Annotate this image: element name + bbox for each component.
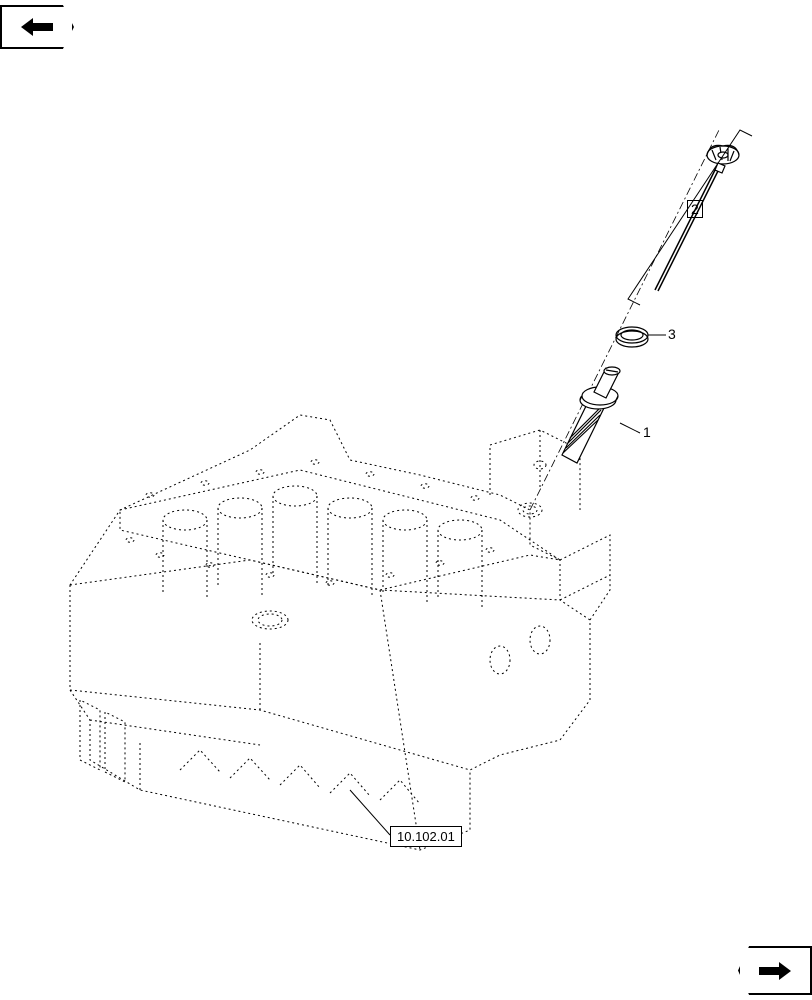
part-2-dipstick: [655, 145, 739, 291]
leader-1: [620, 423, 640, 433]
centerline: [530, 128, 720, 510]
ref-id-text: 10.102.01: [397, 829, 455, 844]
ref-id-box: 10.102.01: [390, 826, 462, 847]
part-1-fitting: [562, 367, 620, 463]
exploded-diagram: [0, 0, 812, 1000]
callout-2: 2: [687, 200, 703, 218]
part-3-oring: [616, 327, 648, 347]
engine-block-ghost: [70, 415, 610, 850]
callout-3: 3: [668, 326, 676, 342]
ref-leader: [350, 790, 390, 835]
callout-1: 1: [643, 424, 651, 440]
